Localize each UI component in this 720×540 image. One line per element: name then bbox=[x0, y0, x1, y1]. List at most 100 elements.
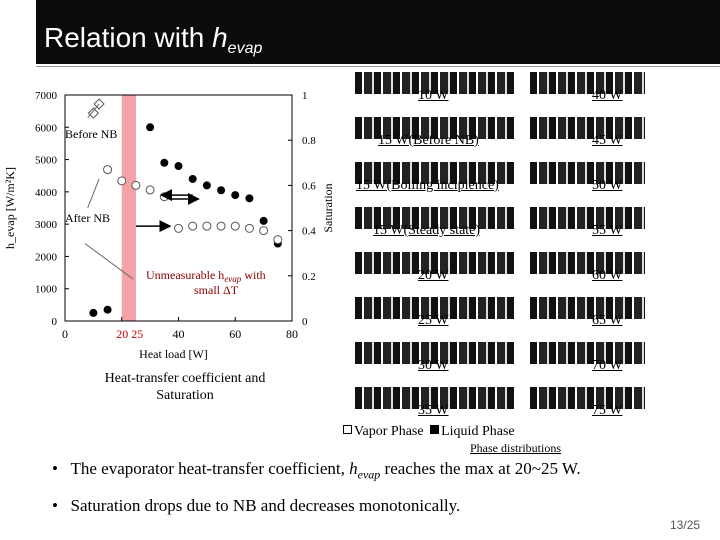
x-tick-label: 0 bbox=[62, 327, 68, 341]
legend-vapor: Vapor Phase bbox=[354, 424, 424, 439]
bullet-1-subscript: evap bbox=[358, 467, 381, 481]
y-left-tick-label: 5000 bbox=[35, 155, 58, 167]
y-left-tick-label: 1000 bbox=[35, 284, 58, 296]
phase-label-left: 15 W(Steady state) bbox=[373, 223, 480, 239]
phase-label-left: 15 W(Boiling incipience) bbox=[356, 178, 499, 194]
h-evap-point bbox=[104, 306, 112, 314]
phase-image-strip bbox=[530, 297, 645, 319]
x-tick-label: 40 bbox=[173, 327, 185, 341]
y-right-tick-label: 0.8 bbox=[302, 135, 316, 147]
highlight-band-label: 20 25 bbox=[116, 327, 143, 341]
phase-caption: Phase distributions bbox=[470, 441, 561, 456]
x-tick-label: 60 bbox=[229, 327, 241, 341]
phase-image-strip bbox=[530, 162, 645, 184]
y-right-axis-title: Saturation bbox=[321, 183, 335, 232]
y-left-tick-label: 3000 bbox=[35, 219, 58, 231]
y-left-tick-label: 6000 bbox=[35, 122, 58, 134]
y-left-tick-label: 7000 bbox=[35, 90, 58, 102]
slide-title: Relation with hevap bbox=[44, 22, 262, 58]
x-axis-title: Heat load [W] bbox=[139, 347, 208, 361]
phase-image-strip bbox=[530, 207, 645, 229]
before-nb-pointer bbox=[88, 179, 99, 208]
h-evap-point bbox=[89, 309, 97, 317]
h-evap-point bbox=[146, 123, 154, 131]
title-underline bbox=[36, 66, 720, 67]
phase-label-left: 35 W bbox=[418, 403, 448, 419]
heat-transfer-chart: 0 40 60 80 0 1000 2000 3000 4000 5000 6000 7000 0 0.2… bbox=[0, 70, 340, 370]
phase-image-strip bbox=[530, 387, 645, 409]
phase-image-strip bbox=[530, 72, 645, 94]
phase-image-strip bbox=[530, 117, 645, 139]
caption-line-1: Heat-transfer coefficient and bbox=[60, 370, 310, 387]
phase-label-right: 50 W bbox=[592, 178, 622, 194]
title-subscript: evap bbox=[228, 40, 263, 57]
saturation-point bbox=[118, 177, 126, 185]
saturation-point bbox=[88, 108, 98, 118]
saturation-point bbox=[274, 236, 282, 244]
h-evap-point bbox=[217, 186, 225, 194]
bullet-1-pre: The evaporator heat-transfer coefficient… bbox=[71, 459, 350, 478]
phase-label-right: 45 W bbox=[592, 133, 622, 149]
phase-label-right: 75 W bbox=[592, 403, 622, 419]
saturation-point bbox=[146, 186, 154, 194]
saturation-point bbox=[175, 224, 183, 232]
h-evap-point bbox=[260, 217, 268, 225]
chart-caption: Heat-transfer coefficient and Saturation bbox=[60, 370, 310, 404]
phase-label-left: 20 W bbox=[418, 268, 448, 284]
h-evap-point bbox=[245, 194, 253, 202]
h-evap-point bbox=[189, 175, 197, 183]
bullet-dot-icon: • bbox=[52, 496, 62, 516]
saturation-point bbox=[231, 222, 239, 230]
y-left-tick-label: 0 bbox=[52, 316, 58, 328]
saturation-point bbox=[245, 224, 253, 232]
vapor-swatch-icon bbox=[343, 425, 352, 434]
bullet-1-symbol: h bbox=[349, 459, 358, 478]
phase-label-left: 25 W bbox=[418, 313, 448, 329]
y-right-tick-label: 0 bbox=[302, 316, 308, 328]
liquid-swatch-icon bbox=[430, 425, 439, 434]
page-total: 25 bbox=[687, 518, 700, 532]
bullet-2: • Saturation drops due to NB and decreas… bbox=[52, 496, 460, 516]
h-evap-point bbox=[175, 162, 183, 170]
annotation-after-nb: After NB bbox=[65, 211, 110, 225]
saturation-point bbox=[104, 166, 112, 174]
y-left-tick-label: 2000 bbox=[35, 251, 58, 263]
bullet-dot-icon: • bbox=[52, 459, 62, 479]
phase-label-left: 15 W(Before NB) bbox=[378, 133, 479, 149]
annotation-before-nb: Before NB bbox=[65, 127, 117, 141]
h-evap-point bbox=[231, 191, 239, 199]
phase-label-right: 60 W bbox=[592, 268, 622, 284]
bullet-1: • The evaporator heat-transfer coefficie… bbox=[52, 459, 581, 482]
saturation-point bbox=[217, 222, 225, 230]
h-evap-point bbox=[160, 159, 168, 167]
page-number: 13/25 bbox=[670, 518, 700, 532]
y-right-tick-label: 0.4 bbox=[302, 226, 316, 238]
caption-line-2: Saturation bbox=[60, 387, 310, 404]
x-tick-label: 80 bbox=[286, 327, 298, 341]
phase-label-left: 30 W bbox=[418, 358, 448, 374]
phase-label-right: 40 W bbox=[592, 88, 622, 104]
legend-liquid: Liquid Phase bbox=[441, 424, 515, 439]
annotation-unmeasurable-a: Unmeasurable h bbox=[146, 268, 224, 282]
saturation-point bbox=[203, 222, 211, 230]
bullet-1-post: reaches the max at 20~25 W. bbox=[380, 459, 580, 478]
annotation-unmeasurable-c: with bbox=[241, 268, 265, 282]
annotation-small-dt: small ΔT bbox=[194, 283, 239, 297]
y-right-tick-label: 0.2 bbox=[302, 271, 316, 283]
phase-legend: Vapor Phase Liquid Phase bbox=[343, 424, 515, 440]
page-current: 13 bbox=[670, 518, 683, 532]
saturation-point bbox=[260, 227, 268, 235]
saturation-point bbox=[132, 181, 140, 189]
title-symbol: h bbox=[212, 22, 228, 53]
y-left-tick-label: 4000 bbox=[35, 187, 58, 199]
y-left-axis-title: h_evap [W/m²K] bbox=[3, 167, 17, 249]
phase-label-left: 10 W bbox=[418, 88, 448, 104]
phase-label-right: 65 W bbox=[592, 313, 622, 329]
saturation-point bbox=[189, 222, 197, 230]
highlight-band bbox=[122, 95, 136, 321]
y-right-tick-label: 1 bbox=[302, 90, 308, 102]
phase-label-right: 70 W bbox=[592, 358, 622, 374]
saturation-point bbox=[160, 193, 168, 201]
phase-image-strip bbox=[530, 342, 645, 364]
h-evap-point bbox=[203, 181, 211, 189]
